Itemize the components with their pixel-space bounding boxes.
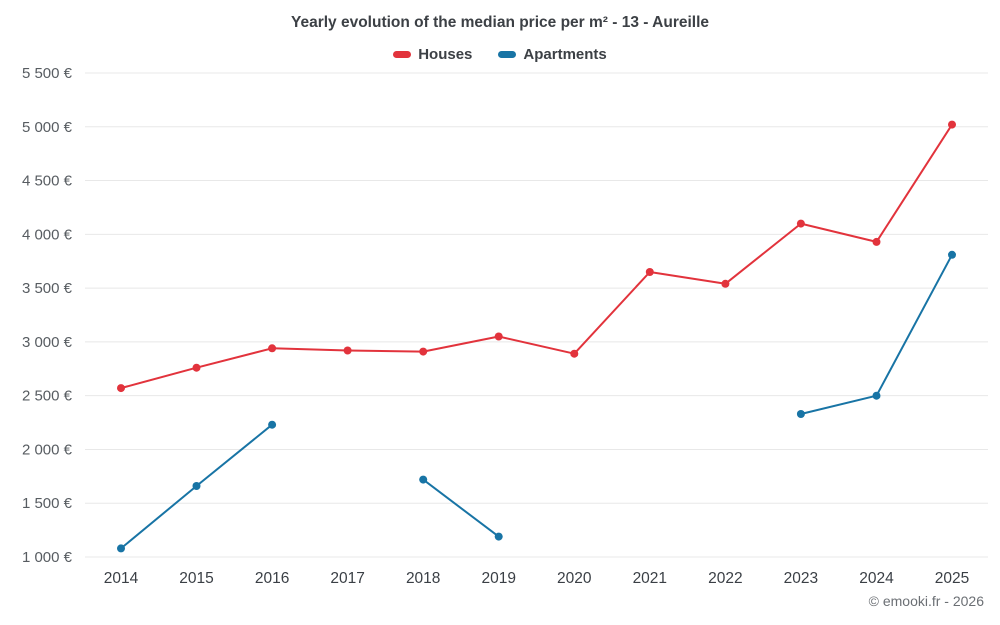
data-point-houses[interactable]: [343, 346, 352, 355]
legend-swatch-houses: [393, 51, 412, 58]
x-axis-label: 2021: [633, 570, 667, 587]
y-axis-label: 5 000 €: [22, 119, 73, 136]
data-point-apartments[interactable]: [948, 250, 956, 259]
x-axis-label: 2023: [784, 570, 818, 587]
copyright-text: © emooki.fr - 2026: [868, 593, 984, 609]
x-axis-label: 2014: [104, 570, 139, 587]
y-axis-label: 2 500 €: [22, 388, 73, 405]
y-axis-label: 3 500 €: [22, 280, 73, 297]
y-axis-label: 1 500 €: [22, 495, 73, 512]
data-point-houses[interactable]: [645, 268, 654, 276]
data-point-apartments[interactable]: [872, 391, 881, 400]
x-axis-label: 2016: [255, 570, 289, 587]
x-axis-label: 2020: [557, 570, 592, 587]
series-line-houses: [120, 123, 953, 390]
chart-legend: Houses Apartments: [0, 46, 1000, 63]
y-axis-label: 4 500 €: [22, 173, 73, 190]
legend-item-apartments[interactable]: Apartments: [498, 46, 607, 63]
data-point-houses[interactable]: [494, 332, 503, 341]
data-point-houses[interactable]: [268, 344, 277, 353]
x-axis-label: 2019: [481, 570, 515, 587]
x-axis-label: 2017: [330, 570, 364, 587]
data-point-houses[interactable]: [192, 363, 201, 372]
data-point-apartments[interactable]: [192, 482, 201, 490]
data-point-houses[interactable]: [117, 384, 125, 393]
chart-title: Yearly evolution of the median price per…: [290, 14, 710, 31]
data-point-apartments[interactable]: [268, 420, 277, 429]
y-axis-label: 3 000 €: [22, 334, 73, 351]
data-point-houses[interactable]: [721, 279, 730, 288]
y-axis-label: 5 500 €: [22, 65, 73, 82]
legend-swatch-apartments: [498, 51, 517, 58]
x-axis-label: 2022: [708, 570, 742, 587]
legend-label-apartments: Apartments: [523, 46, 607, 63]
y-axis-label: 4 000 €: [22, 226, 73, 243]
x-axis-label: 2018: [406, 570, 440, 587]
x-axis-label: 2015: [179, 570, 213, 587]
data-point-houses[interactable]: [570, 349, 579, 358]
data-point-apartments[interactable]: [117, 544, 125, 553]
data-point-houses[interactable]: [796, 219, 805, 228]
y-axis-label: 1 000 €: [22, 549, 73, 566]
y-axis-label: 2 000 €: [22, 441, 73, 458]
data-point-apartments[interactable]: [419, 475, 428, 484]
x-axis-label: 2024: [859, 570, 894, 587]
legend-item-houses[interactable]: Houses: [393, 46, 472, 63]
data-point-apartments[interactable]: [494, 532, 503, 541]
x-axis-label: 2025: [935, 570, 969, 587]
series-line-apartments: [120, 253, 953, 550]
legend-label-houses: Houses: [418, 46, 473, 63]
data-point-apartments[interactable]: [796, 410, 805, 418]
data-point-houses[interactable]: [872, 237, 881, 246]
data-point-houses[interactable]: [948, 120, 956, 129]
data-point-houses[interactable]: [419, 347, 428, 356]
